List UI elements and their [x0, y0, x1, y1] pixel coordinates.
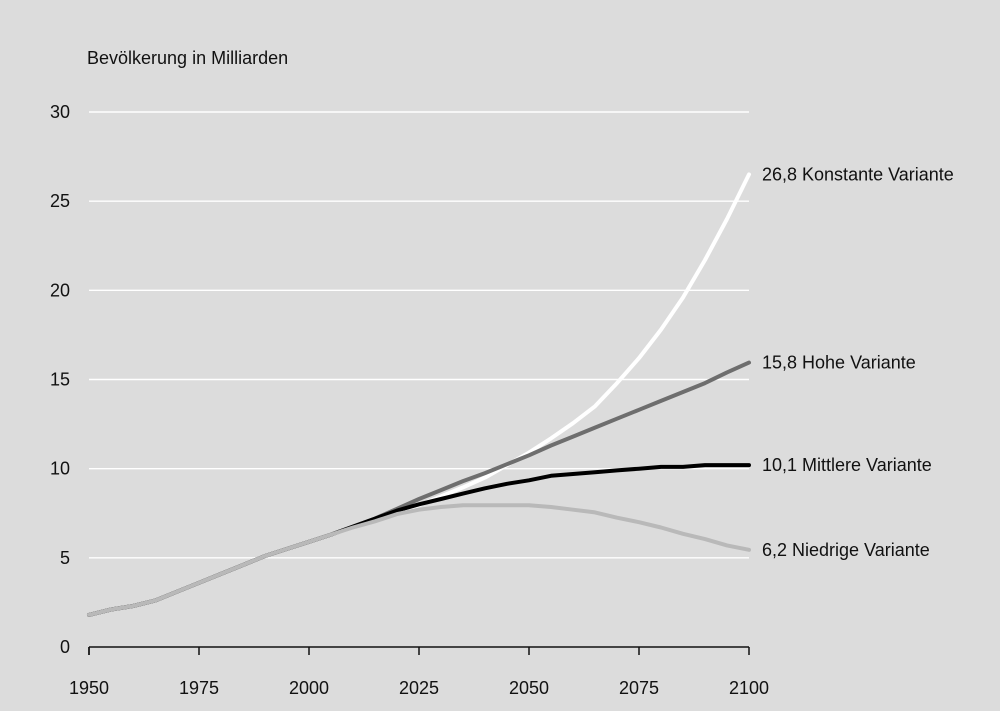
x-tick-1975: 1975: [179, 678, 219, 698]
x-tick-2025: 2025: [399, 678, 439, 698]
x-tick-labels: 1950 1975 2000 2025 2050 2075 2100: [69, 647, 769, 698]
series-line-niedrige-variante: [87, 503, 751, 617]
y-axis-label: Bevölkerung in Milliarden: [87, 48, 288, 68]
series-label-konstante-variante: 26,8 Konstante Variante: [762, 164, 954, 184]
y-tick-30: 30: [50, 102, 70, 122]
x-tick-2000: 2000: [289, 678, 329, 698]
series-label-hohe-variante: 15,8 Hohe Variante: [762, 353, 916, 373]
series-label-niedrige-variante: 6,2 Niedrige Variante: [762, 540, 930, 560]
series-labels: 26,8 Konstante Variante 15,8 Hohe Variant…: [762, 164, 954, 559]
series-label-mittlere-variante: 10,1 Mittlere Variante: [762, 455, 932, 475]
series-lines: [87, 172, 751, 617]
y-tick-5: 5: [60, 548, 70, 568]
y-tick-0: 0: [60, 637, 70, 657]
x-tick-2075: 2075: [619, 678, 659, 698]
x-tick-1950: 1950: [69, 678, 109, 698]
y-tick-10: 10: [50, 459, 70, 479]
y-tick-20: 20: [50, 280, 70, 300]
x-tick-2100: 2100: [729, 678, 769, 698]
y-tick-labels: 0 5 10 15 20 25 30: [50, 102, 70, 657]
y-tick-25: 25: [50, 191, 70, 211]
y-tick-15: 15: [50, 370, 70, 390]
x-tick-2050: 2050: [509, 678, 549, 698]
